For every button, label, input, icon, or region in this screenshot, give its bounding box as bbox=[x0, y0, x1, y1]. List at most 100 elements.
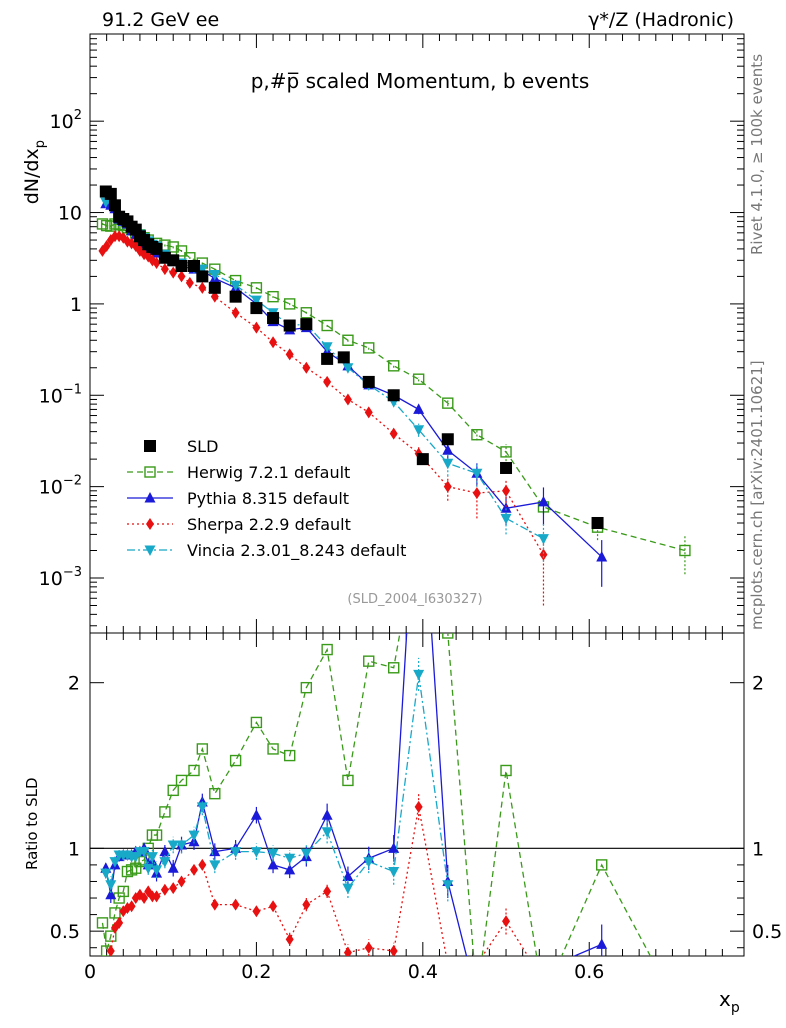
ratio-point-sherpa bbox=[148, 890, 157, 903]
ratio-point-vincia bbox=[300, 848, 312, 860]
main-point-sld bbox=[196, 270, 209, 283]
main-point-sherpa bbox=[502, 484, 511, 497]
ratio-point-herwig bbox=[442, 633, 454, 639]
ratio-point-herwig bbox=[117, 885, 129, 898]
main-ytick-label: 10 bbox=[58, 203, 82, 225]
ratio-point-sherpa bbox=[343, 946, 352, 956]
ratio-ytick-label-right: 2 bbox=[752, 673, 764, 695]
legend-marker bbox=[144, 492, 156, 503]
ratio-point-pythia bbox=[267, 858, 279, 870]
main-point-sherpa bbox=[160, 263, 169, 276]
main-point-herwig bbox=[250, 282, 263, 294]
ratio-point-sherpa bbox=[152, 890, 161, 903]
main-point-sld bbox=[283, 319, 296, 332]
ratio-series-vincia bbox=[100, 657, 454, 902]
main-point-vincia bbox=[230, 280, 242, 292]
main-ylabel: dN/dxp bbox=[21, 140, 48, 204]
main-point-vincia bbox=[500, 513, 512, 525]
ratio-point-vincia bbox=[284, 853, 296, 865]
ratio-point-sherpa bbox=[160, 883, 169, 896]
ratio-point-herwig bbox=[414, 524, 424, 534]
ratio-point-herwig bbox=[130, 862, 142, 874]
legend-label: Pythia 8.315 default bbox=[187, 489, 349, 508]
x-tick-label: 0.6 bbox=[574, 961, 604, 983]
ratio-point-herwig bbox=[188, 764, 200, 777]
ratio-point-vincia bbox=[250, 847, 262, 858]
main-point-pythia bbox=[413, 403, 425, 414]
main-point-sld bbox=[250, 302, 263, 315]
ratio-point-herwig bbox=[250, 716, 263, 729]
main-point-herwig bbox=[500, 446, 512, 458]
ratio-point-vincia bbox=[159, 857, 171, 868]
ratio-point-herwig bbox=[229, 754, 242, 767]
legend-item-sld: SLD bbox=[144, 437, 218, 456]
main-point-vincia bbox=[342, 363, 354, 374]
main-point-herwig bbox=[105, 220, 117, 232]
ratio-point-herwig bbox=[175, 774, 188, 787]
ratio-point-vincia bbox=[321, 827, 333, 838]
ratio-point-sherpa bbox=[414, 800, 423, 813]
ratio-point-herwig bbox=[538, 992, 548, 1002]
main-ylabel-sub: p bbox=[33, 140, 48, 148]
main-point-herwig bbox=[471, 429, 483, 441]
mcplots-label: mcplots.cern.ch [arXiv:2401.10621] bbox=[748, 360, 766, 630]
main-point-sherpa bbox=[152, 257, 161, 270]
ratio-point-herwig bbox=[342, 774, 354, 787]
ratio-point-pythia bbox=[342, 870, 354, 881]
ratio-point-vincia bbox=[167, 840, 179, 852]
ratio-point-vincia bbox=[209, 860, 221, 871]
main-ytick-label: 10−3 bbox=[39, 565, 82, 590]
ratio-point-sherpa bbox=[285, 933, 294, 946]
main-point-sherpa bbox=[169, 266, 178, 279]
x-axis-label: xp bbox=[719, 987, 740, 1016]
ratio-point-herwig bbox=[667, 992, 677, 1002]
x-tick-label: 0.2 bbox=[241, 961, 271, 983]
ratio-point-pythia bbox=[105, 888, 117, 900]
main-point-sld bbox=[387, 389, 400, 402]
main-ytick-label-exp: −2 bbox=[63, 474, 82, 489]
main-point-sherpa bbox=[252, 321, 261, 334]
ratio-point-vincia bbox=[105, 880, 117, 891]
ratio-point-herwig bbox=[121, 865, 134, 878]
x-axis-label-main: x bbox=[719, 987, 731, 1011]
ratio-point-sherpa bbox=[210, 898, 219, 911]
main-point-sld bbox=[416, 453, 429, 466]
main-point-sherpa bbox=[539, 548, 548, 561]
ratio-point-sherpa bbox=[302, 898, 311, 911]
ratio-point-herwig bbox=[472, 992, 482, 1002]
main-point-herwig bbox=[167, 241, 179, 253]
ratio-point-sherpa bbox=[444, 958, 452, 970]
main-point-sherpa bbox=[323, 375, 332, 388]
ratio-point-herwig bbox=[159, 806, 171, 818]
main-point-sld bbox=[158, 251, 171, 264]
legend-item-vincia: Vincia 2.3.01_8.243 default bbox=[127, 541, 406, 561]
main-point-vincia bbox=[471, 468, 483, 480]
main-point-vincia bbox=[442, 458, 454, 470]
ratio-point-sherpa bbox=[177, 875, 186, 888]
ratio-point-pythia bbox=[159, 845, 171, 857]
legend-label: Sherpa 2.2.9 default bbox=[187, 515, 351, 534]
header-right: γ*/Z (Hadronic) bbox=[588, 9, 734, 31]
ratio-point-pythia bbox=[388, 842, 400, 853]
ratio-point-sherpa bbox=[323, 885, 332, 898]
main-ytick-label: 10−1 bbox=[39, 382, 82, 407]
main-point-sherpa bbox=[364, 406, 373, 419]
main-point-pythia bbox=[596, 550, 608, 562]
x-tick-label: 0 bbox=[84, 961, 96, 983]
main-point-sherpa bbox=[110, 230, 119, 243]
main-ytick-label-base: 10 bbox=[39, 568, 63, 590]
ratio-point-vincia bbox=[142, 863, 154, 875]
rivet-label: Rivet 4.1.0, ≥ 100k events bbox=[748, 54, 766, 255]
ratio-point-pythia bbox=[471, 991, 482, 1002]
main-ytick-label: 10−2 bbox=[39, 474, 82, 499]
ratio-point-herwig bbox=[321, 643, 333, 656]
ratio-point-herwig bbox=[267, 743, 279, 755]
main-point-sld bbox=[362, 375, 375, 388]
legend-item-sherpa: Sherpa 2.2.9 default bbox=[127, 515, 351, 534]
legend-item-herwig: Herwig 7.2.1 default bbox=[127, 463, 350, 482]
ratio-point-herwig bbox=[96, 917, 109, 929]
main-point-herwig bbox=[283, 298, 296, 310]
ratio-point-herwig bbox=[209, 787, 221, 800]
legend-label: Vincia 2.3.01_8.243 default bbox=[187, 541, 406, 561]
